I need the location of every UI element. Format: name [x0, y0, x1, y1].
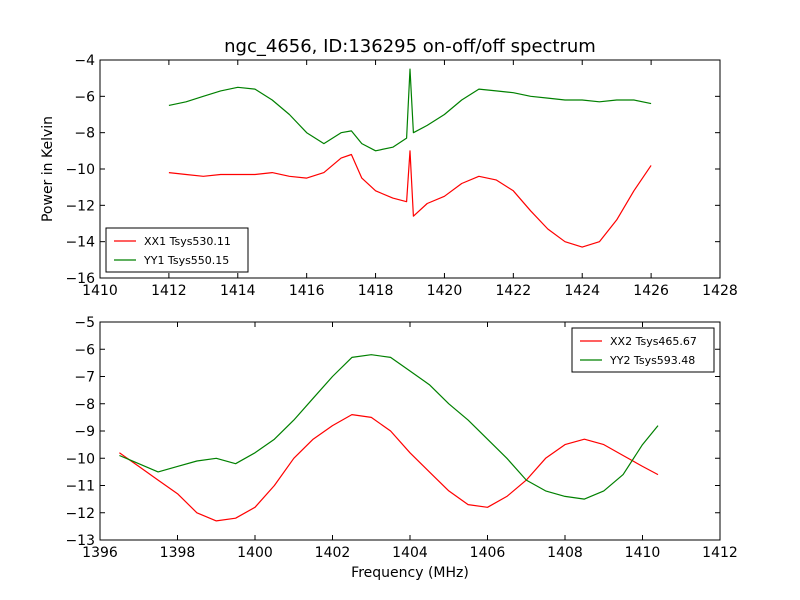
top-y-tick-label: −10 — [65, 162, 95, 178]
top-y-tick-label: −16 — [65, 271, 95, 287]
bottom-plot-lines — [119, 354, 659, 522]
chart-title: ngc_4656, ID:136295 on-off/off spectrum — [224, 36, 596, 57]
bottom-legend-label-2: YY2 Tsys593.48 — [609, 354, 695, 367]
bottom-x-tick-label: 1400 — [237, 545, 273, 561]
top-subplot: ngc_4656, ID:136295 on-off/off spectrum … — [40, 36, 738, 299]
bottom-series-line-1 — [119, 414, 659, 522]
bottom-x-tick-label: 1406 — [470, 545, 506, 561]
top-y-tick-label: −4 — [74, 53, 95, 69]
bottom-x-tick-label: 1404 — [392, 545, 428, 561]
bottom-y-tick-label: −7 — [74, 370, 95, 386]
top-x-tick-label: 1410 — [82, 283, 118, 299]
bottom-y-tick-label: −10 — [65, 451, 95, 467]
top-x-tick-label: 1428 — [702, 283, 738, 299]
top-y-tick-label: −14 — [65, 235, 95, 251]
top-y-tick-label: −6 — [74, 89, 95, 105]
top-legend: XX1 Tsys530.11 YY1 Tsys550.15 — [105, 227, 249, 273]
bottom-legend-label-1: XX2 Tsys465.67 — [610, 335, 697, 348]
bottom-y-tick-label: −12 — [65, 506, 95, 522]
top-x-tick-label: 1412 — [151, 283, 187, 299]
top-x-tick-label: 1424 — [564, 283, 600, 299]
bottom-y-tick-label: −6 — [74, 342, 95, 358]
bottom-legend: XX2 Tsys465.67 YY2 Tsys593.48 — [571, 327, 715, 373]
bottom-x-tick-label: 1402 — [315, 545, 351, 561]
bottom-y-tick-label: −9 — [74, 424, 95, 440]
top-x-tick-label: 1420 — [427, 283, 463, 299]
top-x-tick-label: 1416 — [289, 283, 325, 299]
top-x-tick-label: 1414 — [220, 283, 256, 299]
top-plot-frame — [99, 59, 721, 279]
bottom-x-tick-label: 1398 — [160, 545, 196, 561]
bottom-subplot: Frequency (MHz) 1396 1398 1400 1402 1404 1406… — [65, 315, 737, 581]
bottom-x-tick-label: 1410 — [625, 545, 661, 561]
top-y-tick-label: −8 — [74, 126, 95, 142]
bottom-legend-box — [571, 327, 715, 373]
bottom-plot-frame — [99, 321, 721, 541]
bottom-y-tick-label: −8 — [74, 397, 95, 413]
top-x-tick-label: 1422 — [496, 283, 532, 299]
bottom-y-tick-label: −11 — [65, 479, 95, 495]
bottom-x-tick-label: 1408 — [547, 545, 583, 561]
top-y-tick-label: −12 — [65, 198, 95, 214]
top-legend-box — [105, 227, 249, 273]
top-x-tick-label: 1418 — [358, 283, 394, 299]
bottom-y-tick-label: −13 — [65, 533, 95, 549]
top-legend-label-1: XX1 Tsys530.11 — [144, 235, 231, 248]
top-x-tick-label: 1426 — [633, 283, 669, 299]
top-y-axis-label: Power in Kelvin — [40, 116, 56, 222]
bottom-ticks: 1396 1398 1400 1402 1404 1406 1408 1410 1412 −13 −… — [65, 315, 737, 561]
bottom-y-tick-label: −5 — [74, 315, 95, 331]
top-series-line-2 — [168, 68, 652, 152]
bottom-x-axis-label: Frequency (MHz) — [351, 565, 469, 581]
bottom-series-line-2 — [119, 354, 659, 500]
top-plot-lines — [168, 68, 652, 248]
top-legend-label-2: YY1 Tsys550.15 — [143, 254, 229, 267]
bottom-x-tick-label: 1412 — [702, 545, 738, 561]
bottom-x-tick-label: 1396 — [82, 545, 118, 561]
top-ticks: 1410 1412 1414 1416 1418 1420 1422 1424 1426 1428… — [65, 53, 737, 299]
top-series-line-1 — [168, 150, 652, 248]
